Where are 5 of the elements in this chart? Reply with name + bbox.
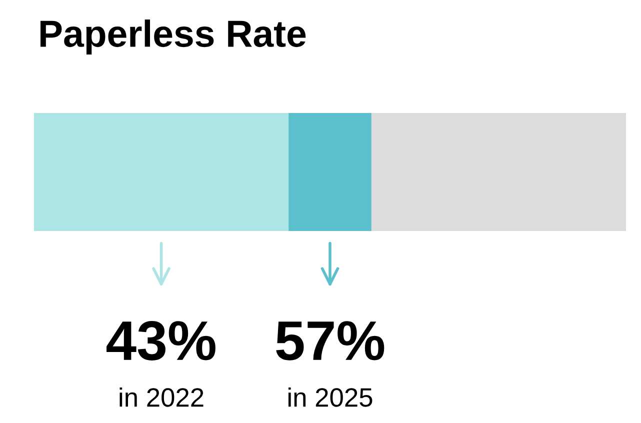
text: 57% (276, 321, 384, 360)
chart-title: Paperless Rate (40, 20, 306, 54)
text: in 2022 (120, 387, 204, 407)
text: 43% (106, 321, 216, 360)
text: in 2025 (288, 387, 372, 407)
